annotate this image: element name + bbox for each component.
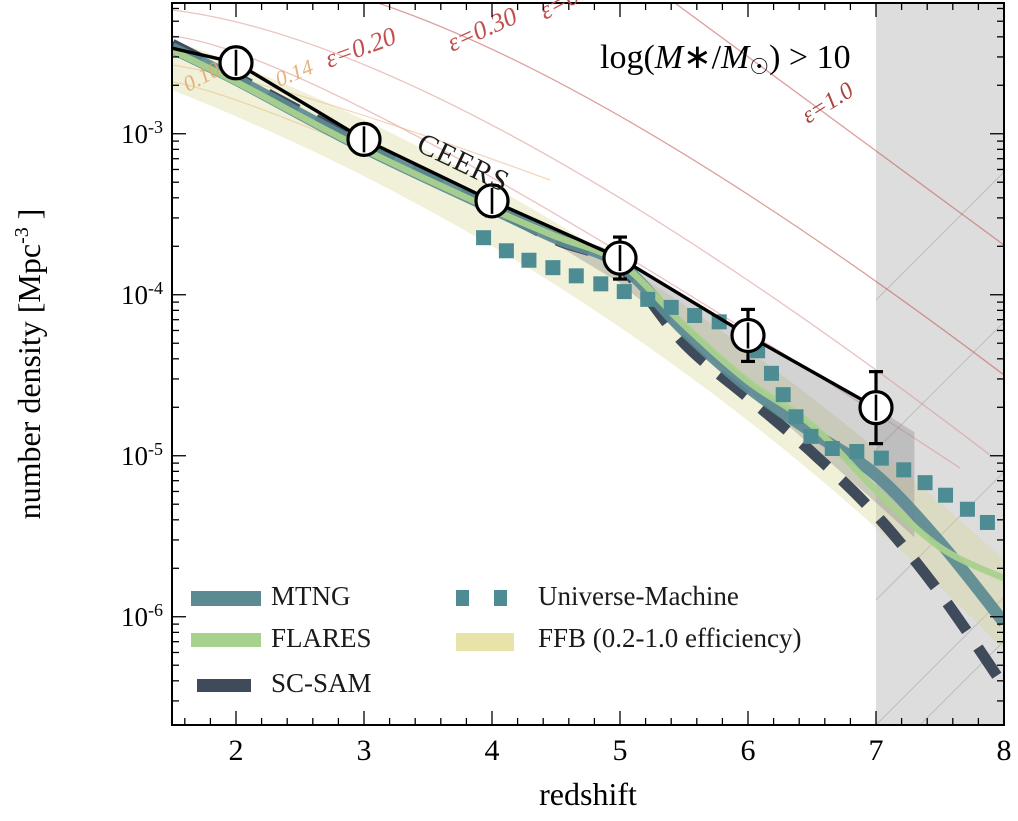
svg-text:6: 6 [741,734,756,767]
svg-text:FFB (0.2-1.0 efficiency): FFB (0.2-1.0 efficiency) [538,623,801,653]
svg-text:redshift: redshift [539,776,637,812]
svg-text:FLARES: FLARES [271,623,372,653]
svg-text:MTNG: MTNG [271,581,351,611]
svg-text:4: 4 [485,734,500,767]
svg-text:7: 7 [869,734,884,767]
svg-text:3: 3 [357,734,372,767]
svg-text:SC-SAM: SC-SAM [271,668,372,698]
svg-text:Universe-Machine: Universe-Machine [538,581,739,611]
svg-text:2: 2 [229,734,244,767]
svg-text:number density [Mpc-3 ]: number density [Mpc-3 ] [11,209,47,520]
svg-text:5: 5 [613,734,628,767]
svg-text:8: 8 [997,734,1012,767]
svg-text:log(M∗/M☉) > 10: log(M∗/M☉) > 10 [600,39,851,79]
